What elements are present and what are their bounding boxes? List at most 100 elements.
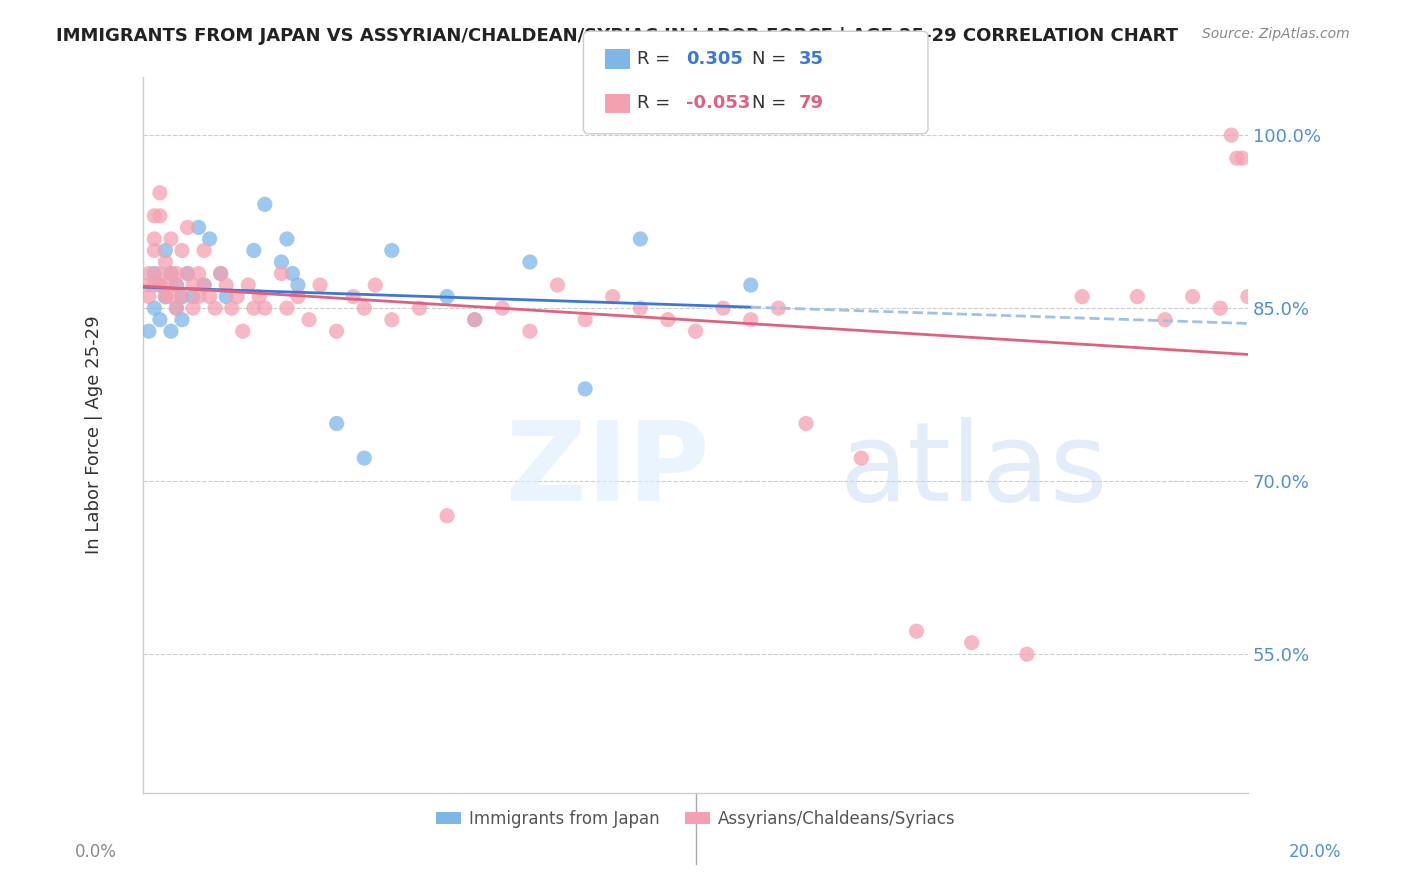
Point (325, 417, 347, 431)
Point (253, 197, 276, 211)
Point (342, 290, 364, 304)
Point (243, 301, 266, 315)
Text: 35: 35 (799, 50, 824, 68)
Point (740, 312, 762, 326)
Point (657, 312, 679, 326)
Point (143, 209, 166, 223)
Point (905, 624, 928, 639)
Point (226, 290, 249, 304)
Point (711, 301, 734, 315)
Point (181, 290, 204, 304)
Point (170, 290, 193, 304)
Point (276, 301, 298, 315)
Point (149, 312, 172, 326)
Point (149, 186, 172, 200)
Point (1154, 312, 1177, 326)
Point (740, 278, 762, 293)
Point (166, 278, 188, 293)
Text: IMMIGRANTS FROM JAPAN VS ASSYRIAN/CHALDEAN/SYRIAC IN LABOR FORCE | AGE 25-29 COR: IMMIGRANTS FROM JAPAN VS ASSYRIAN/CHALDE… (56, 27, 1178, 45)
Point (768, 301, 790, 315)
Point (138, 324, 160, 338)
Point (160, 324, 183, 338)
Point (287, 278, 309, 293)
Point (436, 508, 458, 523)
Text: -0.053: -0.053 (686, 95, 751, 112)
Point (1232, 151, 1254, 165)
Point (436, 290, 458, 304)
Point (138, 267, 160, 281)
Point (160, 232, 183, 246)
Point (491, 301, 513, 315)
Point (309, 278, 332, 293)
Point (281, 267, 304, 281)
Text: R =: R = (637, 95, 676, 112)
Point (138, 290, 160, 304)
Text: ZIP: ZIP (506, 417, 709, 524)
Point (187, 267, 209, 281)
Point (1015, 647, 1038, 661)
Point (193, 244, 215, 258)
Point (238, 278, 260, 293)
Point (1209, 301, 1232, 315)
Point (160, 267, 183, 281)
Point (143, 267, 166, 281)
Point (155, 290, 177, 304)
Point (149, 267, 172, 281)
Point (353, 301, 375, 315)
Point (1220, 128, 1243, 142)
Point (170, 312, 193, 326)
Point (160, 267, 183, 281)
Point (138, 278, 160, 293)
Point (149, 209, 172, 223)
Point (155, 255, 177, 269)
Point (170, 290, 193, 304)
Point (381, 312, 404, 326)
Text: In Labor Force | Age 25-29: In Labor Force | Age 25-29 (84, 316, 103, 554)
Point (209, 267, 232, 281)
Point (1226, 151, 1249, 165)
Point (166, 267, 188, 281)
Point (209, 267, 232, 281)
Point (1181, 290, 1204, 304)
Point (270, 267, 292, 281)
Point (464, 312, 486, 326)
Text: atlas: atlas (839, 417, 1108, 524)
Point (198, 290, 221, 304)
Point (247, 290, 270, 304)
Point (160, 290, 183, 304)
Point (187, 220, 209, 235)
Point (166, 301, 188, 315)
Point (519, 324, 541, 338)
Text: N =: N = (752, 50, 792, 68)
Point (353, 451, 375, 466)
Point (198, 232, 221, 246)
Point (298, 312, 321, 326)
Point (276, 232, 298, 246)
Point (143, 244, 166, 258)
Point (149, 278, 172, 293)
Point (547, 278, 569, 293)
Point (1071, 290, 1094, 304)
Point (602, 290, 624, 304)
Point (221, 301, 243, 315)
Point (215, 278, 238, 293)
Text: 20.0%: 20.0% (1288, 843, 1341, 861)
Point (270, 255, 292, 269)
Point (519, 255, 541, 269)
Point (381, 244, 404, 258)
Point (960, 636, 983, 650)
Legend: Immigrants from Japan, Assyrians/Chaldeans/Syriacs: Immigrants from Japan, Assyrians/Chaldea… (429, 803, 962, 834)
Point (155, 278, 177, 293)
Point (193, 278, 215, 293)
Point (574, 312, 596, 326)
Point (1237, 290, 1260, 304)
Point (364, 278, 387, 293)
Point (215, 290, 238, 304)
Point (232, 324, 254, 338)
Point (325, 324, 347, 338)
Point (851, 451, 873, 466)
Point (176, 267, 198, 281)
Point (204, 301, 226, 315)
Point (181, 278, 204, 293)
Text: N =: N = (752, 95, 792, 112)
